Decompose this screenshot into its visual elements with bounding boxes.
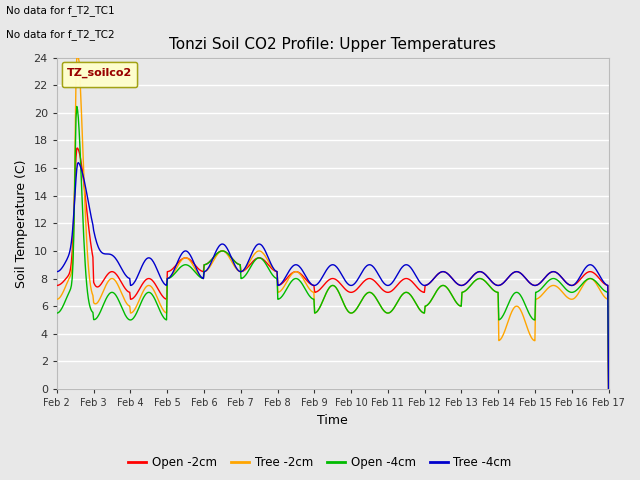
Legend: Open -2cm, Tree -2cm, Open -4cm, Tree -4cm: Open -2cm, Tree -2cm, Open -4cm, Tree -4…: [124, 452, 516, 474]
Legend: : [61, 62, 137, 87]
X-axis label: Time: Time: [317, 414, 348, 427]
Title: Tonzi Soil CO2 Profile: Upper Temperatures: Tonzi Soil CO2 Profile: Upper Temperatur…: [169, 37, 496, 52]
Text: No data for f_T2_TC2: No data for f_T2_TC2: [6, 29, 115, 40]
Text: No data for f_T2_TC1: No data for f_T2_TC1: [6, 5, 115, 16]
Y-axis label: Soil Temperature (C): Soil Temperature (C): [15, 159, 28, 288]
